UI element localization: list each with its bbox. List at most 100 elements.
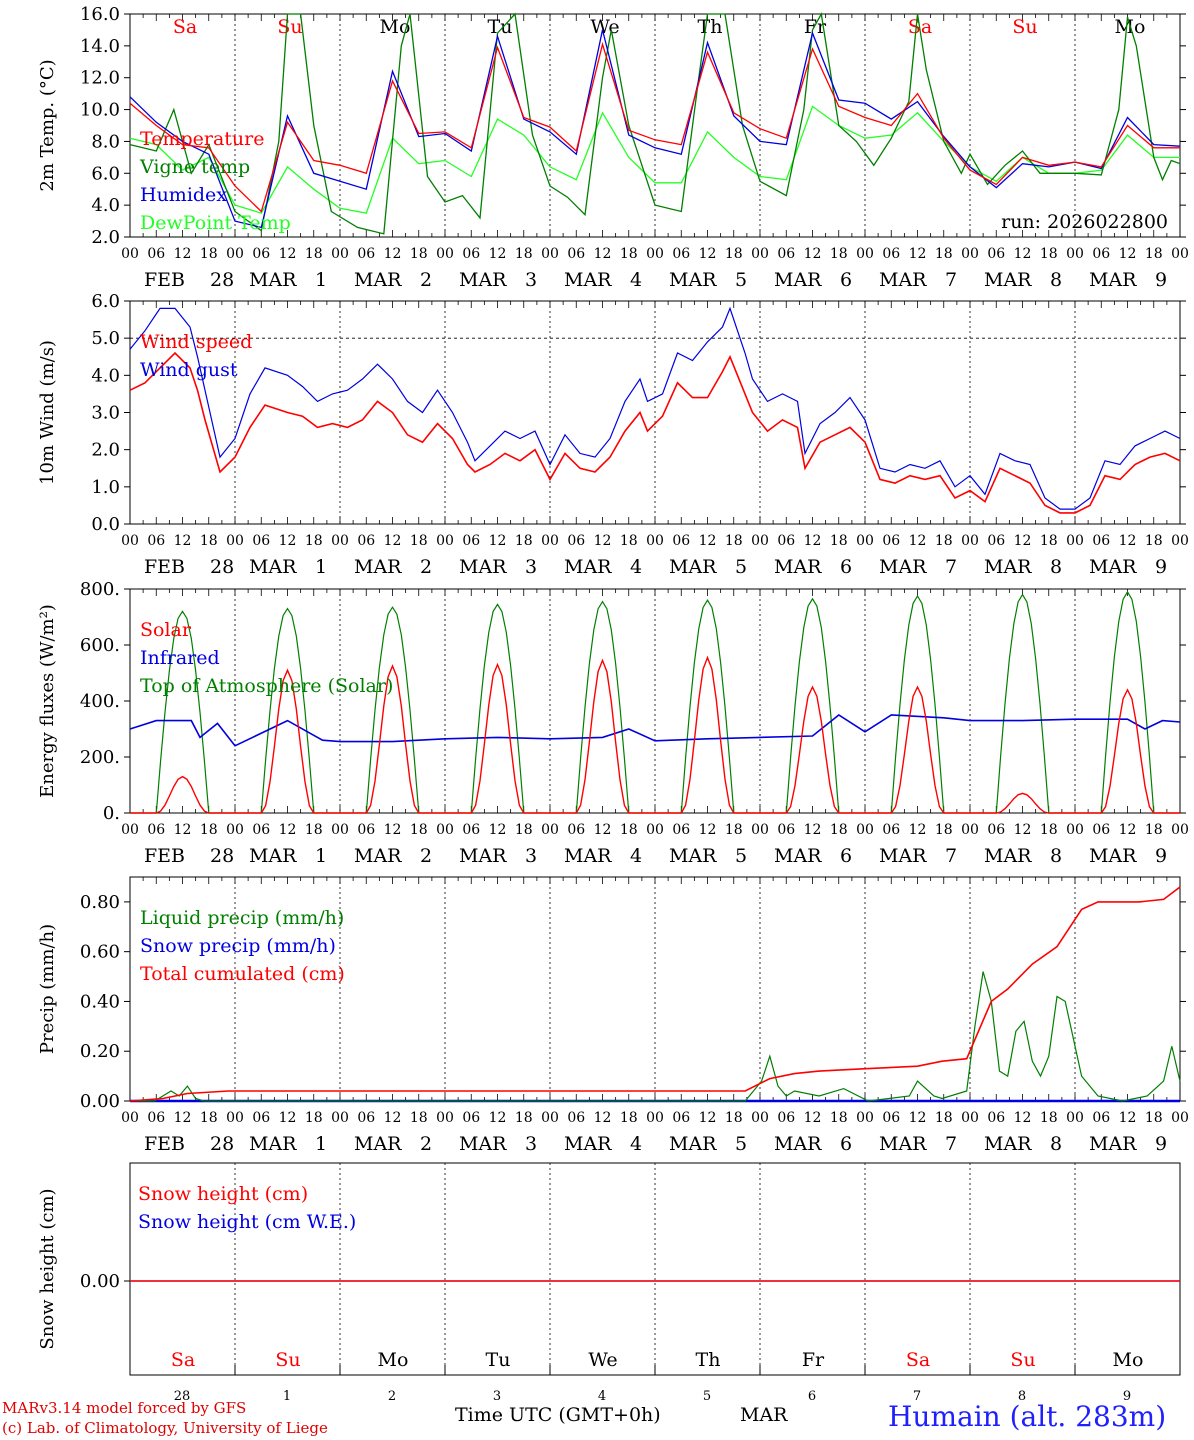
panel-1-hour-label: 00 bbox=[541, 246, 559, 262]
flux-legend-1: Solar bbox=[140, 619, 192, 641]
snow-legend-1: Snow height (cm) bbox=[138, 1183, 308, 1205]
panel-4-hour-label: 18 bbox=[200, 1110, 218, 1126]
panel-3-ytick-label: 800. bbox=[80, 579, 120, 600]
weekday-bottom: Su bbox=[275, 1349, 300, 1371]
panel-2-date-day: 28 bbox=[210, 556, 234, 578]
temp-legend-2: Vigne temp bbox=[139, 156, 250, 178]
panel-3-hour-label: 12 bbox=[174, 822, 192, 838]
temp-legend-1: Temperature bbox=[140, 128, 264, 150]
panel-2-date-day: 5 bbox=[735, 556, 747, 578]
panel-4-date-month: MAR bbox=[354, 1133, 402, 1155]
panel-4-hour-label: 00 bbox=[856, 1110, 874, 1126]
panel-1-date-month: MAR bbox=[564, 269, 612, 291]
panel-4-hour-label: 12 bbox=[489, 1110, 507, 1126]
panel-3-hour-label: 06 bbox=[462, 822, 480, 838]
panel-1-date-month: MAR bbox=[669, 269, 717, 291]
panel-2-hour-label: 00 bbox=[541, 533, 559, 549]
panel-1-hour-label: 00 bbox=[751, 246, 769, 262]
panel-2-date-day: 7 bbox=[945, 556, 957, 578]
panel-2-date-month: FEB bbox=[144, 556, 185, 578]
panel-4-hour-label: 18 bbox=[935, 1110, 953, 1126]
panel-4-date-month: MAR bbox=[879, 1133, 927, 1155]
weekday-top: Su bbox=[277, 16, 302, 38]
panel-4-ytick-label: 0.40 bbox=[80, 991, 120, 1012]
model-credit: MARv3.14 model forced by GFS bbox=[2, 1399, 247, 1417]
panel-3-hour-label: 00 bbox=[541, 822, 559, 838]
panel-1-ytick-label: 8.0 bbox=[91, 131, 120, 152]
panel-4-hour-label: 18 bbox=[830, 1110, 848, 1126]
panel-2-hour-label: 00 bbox=[1171, 533, 1189, 549]
panel-2-hour-label: 06 bbox=[567, 533, 585, 549]
wind-legend-2: Wind gust bbox=[140, 359, 238, 381]
panel-1-hour-label: 00 bbox=[856, 246, 874, 262]
panel-3-hour-label: 00 bbox=[646, 822, 664, 838]
panel-1-hour-label: 18 bbox=[725, 246, 743, 262]
panel-2-date-month: MAR bbox=[879, 556, 927, 578]
panel-4-ytick-label: 0.80 bbox=[80, 892, 120, 913]
weekday-bottom: Mo bbox=[378, 1349, 409, 1371]
panel-4-hour-label: 12 bbox=[699, 1110, 717, 1126]
weekday-bottom: Sa bbox=[171, 1349, 195, 1371]
panel-4-date-day: 2 bbox=[420, 1133, 432, 1155]
panel-1-hour-label: 18 bbox=[515, 246, 533, 262]
panel-1-date-month: MAR bbox=[879, 269, 927, 291]
weekday-top: Fr bbox=[804, 16, 827, 38]
bottom-day-number: 28 bbox=[174, 1389, 191, 1404]
panel-1-hour-label: 12 bbox=[279, 246, 297, 262]
panel-3-date-day: 1 bbox=[315, 845, 327, 867]
panel-4-hour-label: 06 bbox=[252, 1110, 270, 1126]
panel-3-date-day: 5 bbox=[735, 845, 747, 867]
panel-1-date-month: MAR bbox=[984, 269, 1032, 291]
panel-1-hour-label: 00 bbox=[226, 246, 244, 262]
panel-2-hour-label: 00 bbox=[751, 533, 769, 549]
panel-4-date-month: MAR bbox=[249, 1133, 297, 1155]
panel-5-ytick-label: 0.00 bbox=[80, 1271, 120, 1292]
panel-3-date-day: 28 bbox=[210, 845, 234, 867]
panel-3-date-day: 8 bbox=[1050, 845, 1062, 867]
weekday-top: Th bbox=[698, 16, 723, 38]
weekday-bottom: Mo bbox=[1113, 1349, 1144, 1371]
panel-3-hour-label: 18 bbox=[305, 822, 323, 838]
liquid-precip-line bbox=[130, 971, 1181, 1102]
panel-2-date-day: 1 bbox=[315, 556, 327, 578]
panel-2-hour-label: 18 bbox=[200, 533, 218, 549]
solar-line bbox=[130, 655, 1180, 814]
panel-3-date-day: 9 bbox=[1155, 845, 1167, 867]
panel-3-hour-label: 06 bbox=[357, 822, 375, 838]
panel-4-hour-label: 06 bbox=[1092, 1110, 1110, 1126]
panel-3-date-month: MAR bbox=[984, 845, 1032, 867]
weekday-bottom: We bbox=[588, 1349, 617, 1371]
panel-4-hour-label: 06 bbox=[987, 1110, 1005, 1126]
panel-4-hour-label: 00 bbox=[541, 1110, 559, 1126]
panel-1-date-month: MAR bbox=[459, 269, 507, 291]
panel-3-date-month: MAR bbox=[459, 845, 507, 867]
panel-1-ytick-label: 14.0 bbox=[80, 36, 120, 57]
panel-2-hour-label: 18 bbox=[830, 533, 848, 549]
panel-1-date-month: MAR bbox=[774, 269, 822, 291]
bottom-day-number: 6 bbox=[808, 1389, 816, 1404]
weekday-bottom: Su bbox=[1010, 1349, 1035, 1371]
panel-1-hour-label: 12 bbox=[909, 246, 927, 262]
bottom-day-number: 4 bbox=[598, 1389, 606, 1404]
panel-4-ytick-label: 0.00 bbox=[80, 1091, 120, 1112]
panel-2-ytick-label: 5.0 bbox=[91, 328, 120, 349]
panel-1-ylabel: 2m Temp. (°C) bbox=[37, 59, 58, 191]
panel-3-hour-label: 18 bbox=[515, 822, 533, 838]
panel-1-hour-label: 00 bbox=[646, 246, 664, 262]
panel-1-date-day: 1 bbox=[315, 269, 327, 291]
panel-2-hour-label: 06 bbox=[672, 533, 690, 549]
panel-1-date-day: 7 bbox=[945, 269, 957, 291]
panel-1-hour-label: 18 bbox=[305, 246, 323, 262]
panel-3-hour-label: 12 bbox=[804, 822, 822, 838]
panel-4-hour-label: 00 bbox=[121, 1110, 139, 1126]
panel-4-date-month: MAR bbox=[459, 1133, 507, 1155]
panel-1-hour-label: 06 bbox=[1092, 246, 1110, 262]
panel-3-hour-label: 12 bbox=[1014, 822, 1032, 838]
bottom-day-number: 9 bbox=[1123, 1389, 1131, 1404]
panel-1-date-month: MAR bbox=[249, 269, 297, 291]
panel-1-hour-label: 00 bbox=[961, 246, 979, 262]
temp-series-3 bbox=[129, 29, 1181, 229]
panel-1-date-month: MAR bbox=[1089, 269, 1137, 291]
run-label: run: 2026022800 bbox=[1001, 211, 1168, 233]
panel-2-ytick-label: 2.0 bbox=[91, 440, 120, 461]
